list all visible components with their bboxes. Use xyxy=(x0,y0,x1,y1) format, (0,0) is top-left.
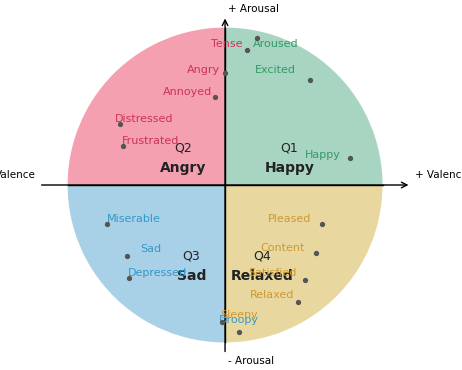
Text: Angry: Angry xyxy=(159,161,206,175)
Text: Sad: Sad xyxy=(176,269,206,283)
Text: + Arousal: + Arousal xyxy=(228,4,280,14)
Wedge shape xyxy=(67,27,225,185)
Text: Q2: Q2 xyxy=(174,141,192,154)
Text: Satisfied: Satisfied xyxy=(248,268,297,278)
Text: - Arousal: - Arousal xyxy=(228,356,274,366)
Text: Tense: Tense xyxy=(211,40,243,50)
Text: Miserable: Miserable xyxy=(107,214,161,224)
Text: Q1: Q1 xyxy=(280,141,298,154)
Text: Relaxed: Relaxed xyxy=(231,269,294,283)
Wedge shape xyxy=(225,185,383,343)
Wedge shape xyxy=(67,185,225,343)
Text: + Valence: + Valence xyxy=(415,170,462,180)
Text: Q3: Q3 xyxy=(182,250,200,263)
Text: Depressed: Depressed xyxy=(128,268,187,278)
Text: Happy: Happy xyxy=(264,161,314,175)
Text: Angry: Angry xyxy=(187,65,219,75)
Text: Annoyed: Annoyed xyxy=(163,87,213,97)
Text: Relaxed: Relaxed xyxy=(250,290,295,300)
Wedge shape xyxy=(225,27,383,185)
Text: Pleased: Pleased xyxy=(267,214,311,224)
Text: Valence: Valence xyxy=(0,170,36,180)
Text: Distressed: Distressed xyxy=(115,114,173,124)
Text: Content: Content xyxy=(261,243,305,253)
Text: Sleepy: Sleepy xyxy=(220,310,257,320)
Text: Happy: Happy xyxy=(305,149,341,159)
Text: Frustrated: Frustrated xyxy=(122,136,179,146)
Text: Droopy: Droopy xyxy=(219,316,259,326)
Text: Sad: Sad xyxy=(140,244,161,254)
Text: Aroused: Aroused xyxy=(253,40,298,50)
Text: Q4: Q4 xyxy=(254,250,271,263)
Text: Excited: Excited xyxy=(255,65,296,75)
